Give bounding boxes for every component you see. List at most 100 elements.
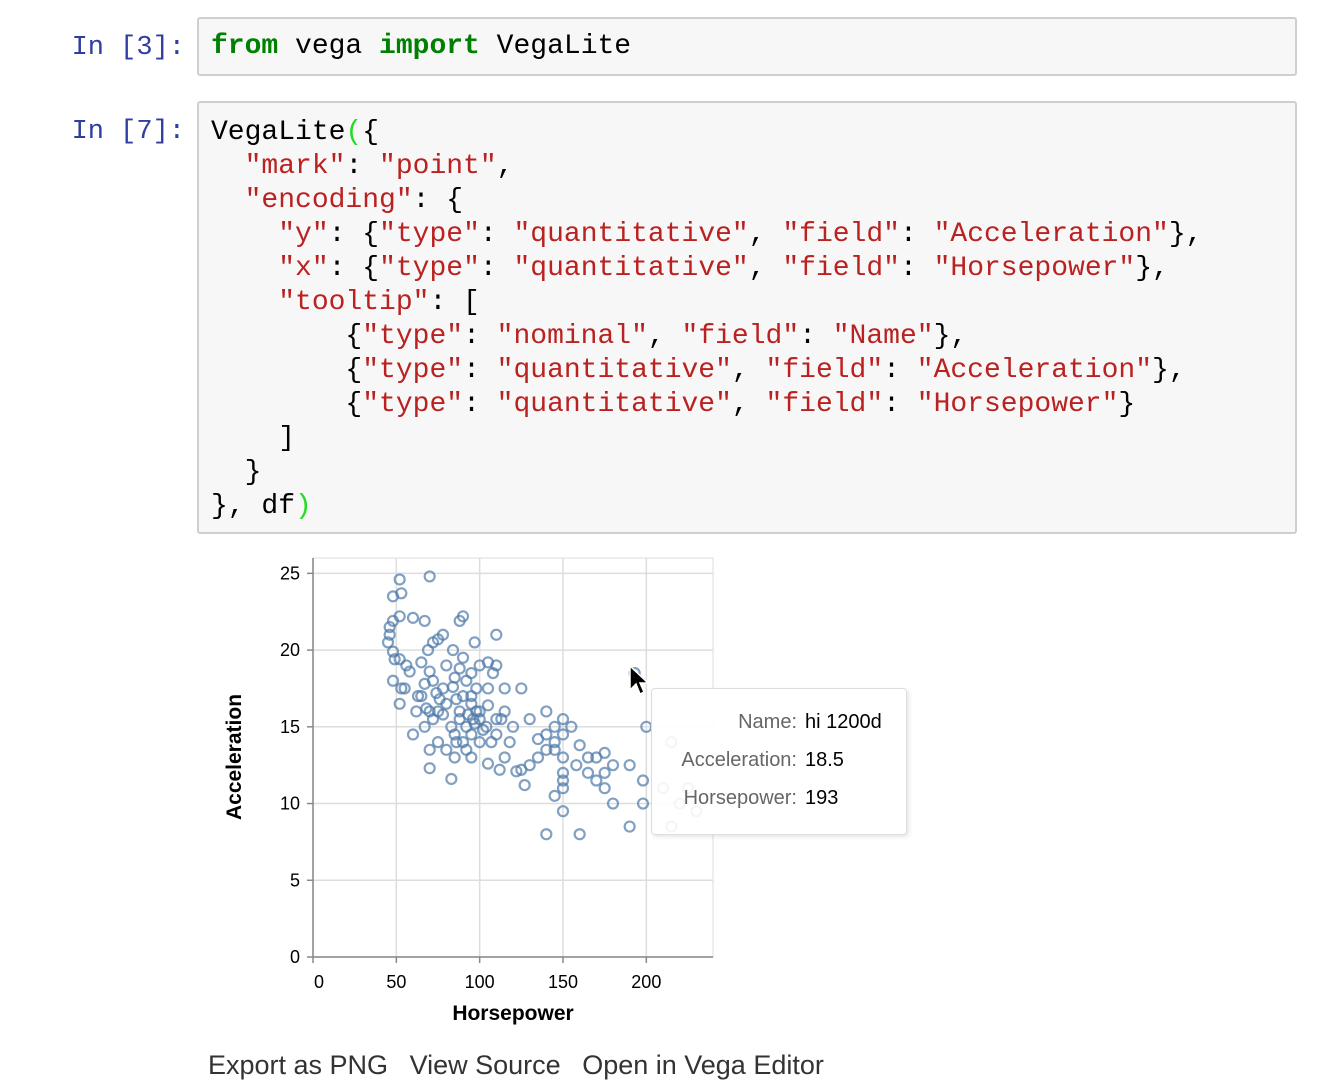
data-point[interactable] <box>453 662 466 675</box>
data-point[interactable] <box>493 763 506 776</box>
data-point[interactable] <box>473 705 486 718</box>
data-point[interactable] <box>431 736 445 749</box>
data-point[interactable] <box>400 659 413 672</box>
data-point[interactable] <box>481 699 495 712</box>
data-point[interactable] <box>486 666 500 680</box>
data-point[interactable] <box>446 643 460 657</box>
data-point[interactable] <box>495 713 508 726</box>
data-point[interactable] <box>506 720 520 733</box>
data-point[interactable] <box>523 713 536 726</box>
data-point[interactable] <box>393 697 406 710</box>
data-point[interactable] <box>395 587 408 600</box>
data-point[interactable] <box>460 674 473 687</box>
data-point[interactable] <box>423 570 436 583</box>
data-point[interactable] <box>518 779 531 792</box>
data-point[interactable] <box>485 736 498 749</box>
code-cell-vegalite[interactable]: VegaLite({ "mark": "point", "encoding": … <box>197 101 1297 534</box>
code-cell-import[interactable]: from vega import VegaLite <box>197 17 1297 76</box>
data-point[interactable] <box>445 720 458 733</box>
data-point[interactable] <box>421 643 435 657</box>
data-point[interactable] <box>606 797 620 810</box>
export-png-link[interactable]: Export as PNG <box>208 1050 389 1080</box>
data-point[interactable] <box>383 628 396 641</box>
data-point[interactable] <box>465 697 478 710</box>
data-point[interactable] <box>531 732 545 746</box>
data-point[interactable] <box>440 743 453 756</box>
data-point[interactable] <box>540 743 553 756</box>
data-point[interactable] <box>606 759 620 772</box>
data-point[interactable] <box>623 820 636 833</box>
data-point[interactable] <box>406 611 420 624</box>
data-point[interactable] <box>503 736 516 749</box>
data-point[interactable] <box>556 782 570 795</box>
data-point[interactable] <box>456 690 470 703</box>
data-point[interactable] <box>476 723 490 736</box>
data-point[interactable] <box>623 759 636 772</box>
data-point[interactable] <box>481 682 495 695</box>
data-point[interactable] <box>411 690 425 703</box>
data-point[interactable] <box>548 789 561 802</box>
data-point[interactable] <box>388 653 401 666</box>
data-point[interactable] <box>410 705 423 718</box>
data-point[interactable] <box>403 665 416 678</box>
data-point[interactable] <box>423 762 436 775</box>
data-point[interactable] <box>415 656 428 669</box>
data-point[interactable] <box>556 774 570 787</box>
data-point[interactable] <box>446 680 460 694</box>
data-point[interactable] <box>418 614 431 628</box>
data-point[interactable] <box>470 682 483 695</box>
data-point[interactable] <box>430 686 443 700</box>
data-point[interactable] <box>556 766 570 779</box>
data-point[interactable] <box>423 743 436 756</box>
data-point[interactable] <box>418 677 431 690</box>
data-point[interactable] <box>515 682 528 695</box>
data-point[interactable] <box>381 636 395 649</box>
data-point[interactable] <box>531 751 545 764</box>
data-point[interactable] <box>548 720 561 733</box>
data-point[interactable] <box>510 765 523 778</box>
data-point[interactable] <box>556 713 570 726</box>
data-point[interactable] <box>581 751 595 764</box>
data-point[interactable] <box>498 682 511 695</box>
data-point[interactable] <box>406 728 420 741</box>
data-point[interactable] <box>570 759 583 772</box>
data-point[interactable] <box>456 651 470 664</box>
data-point[interactable] <box>386 614 400 628</box>
data-point[interactable] <box>480 720 493 733</box>
data-point[interactable] <box>433 693 446 706</box>
data-point[interactable] <box>453 614 466 628</box>
data-point[interactable] <box>573 828 586 841</box>
data-point[interactable] <box>465 728 478 741</box>
data-point[interactable] <box>540 828 553 841</box>
data-point[interactable] <box>386 674 400 687</box>
data-point[interactable] <box>450 693 463 706</box>
data-point[interactable] <box>636 774 650 787</box>
data-point[interactable] <box>383 620 396 634</box>
data-point[interactable] <box>423 705 436 718</box>
data-point[interactable] <box>473 736 486 749</box>
data-point[interactable] <box>460 743 473 756</box>
code-editor[interactable]: from vega import VegaLite <box>199 19 1295 64</box>
data-point[interactable] <box>398 682 411 695</box>
data-point[interactable] <box>548 736 561 749</box>
data-point[interactable] <box>556 751 570 764</box>
open-vega-editor-link[interactable]: Open in Vega Editor <box>582 1050 824 1080</box>
data-point[interactable] <box>468 636 481 649</box>
data-point[interactable] <box>386 645 400 658</box>
data-point[interactable] <box>393 653 406 666</box>
data-point[interactable] <box>498 751 511 764</box>
scatter-chart[interactable]: 0 50 100 150 200 0 5 10 15 20 25 Horsepower Accele… <box>200 550 720 1030</box>
data-point[interactable] <box>598 746 611 759</box>
data-point[interactable] <box>590 774 603 787</box>
data-point[interactable] <box>598 766 611 779</box>
data-point[interactable] <box>448 751 461 764</box>
data-point[interactable] <box>418 720 431 733</box>
data-point[interactable] <box>445 772 458 786</box>
data-point[interactable] <box>573 739 586 752</box>
data-point[interactable] <box>450 736 463 749</box>
data-point[interactable] <box>440 659 453 672</box>
data-point[interactable] <box>490 713 503 726</box>
data-point[interactable] <box>548 743 561 756</box>
data-point[interactable] <box>436 708 450 721</box>
data-point[interactable] <box>431 633 445 646</box>
